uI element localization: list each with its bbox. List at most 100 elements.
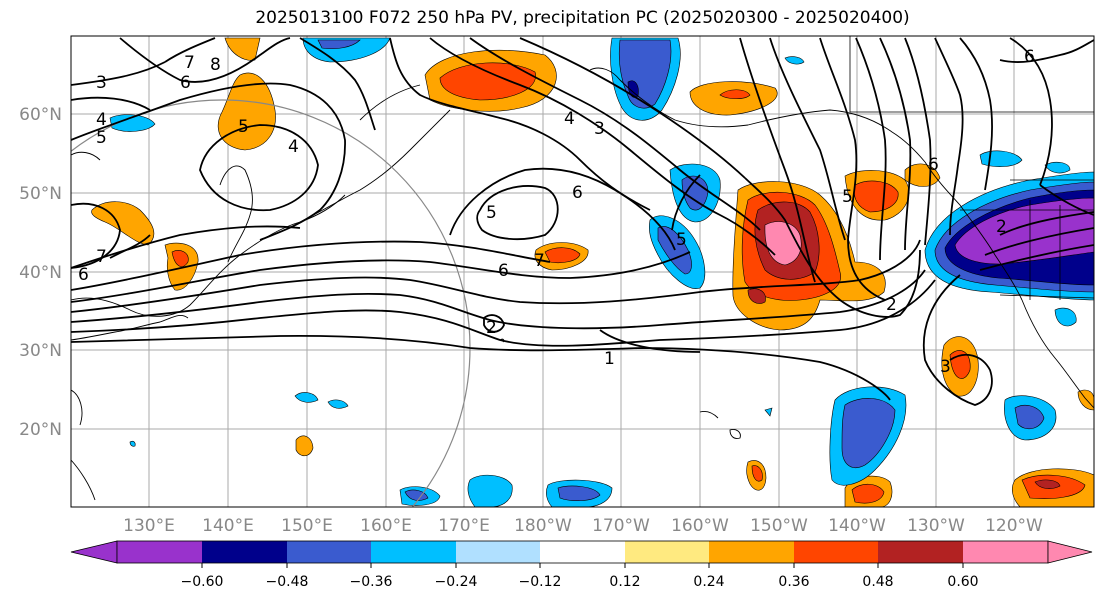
precip-blob-negative xyxy=(1044,161,1071,174)
precip-blob-positive xyxy=(439,62,536,101)
precip-blob-negative xyxy=(294,392,319,403)
contour-label: 5 xyxy=(842,187,853,207)
precip-blob-positive xyxy=(1077,389,1094,411)
colorbar-high-extension xyxy=(1047,540,1093,564)
colorbar-tick-label: −0.12 xyxy=(519,574,562,590)
latitude-labels: 60°N 50°N 40°N 30°N 20°N xyxy=(19,105,62,440)
precip-blob-positive xyxy=(224,37,261,61)
contour-label: 3 xyxy=(96,73,107,93)
precip-blob-negative xyxy=(657,226,692,275)
map-title: 2025013100 F072 250 hPa PV, precipitatio… xyxy=(255,8,910,28)
precip-blob-positive xyxy=(751,465,763,482)
contour-label: 2 xyxy=(886,295,897,315)
precip-blob-negative xyxy=(109,114,156,132)
contour-label: 4 xyxy=(96,110,107,130)
precip-blob-positive xyxy=(91,201,155,246)
precip-blob-positive xyxy=(544,247,581,264)
colorbar-tick-label: 0.12 xyxy=(609,574,640,590)
contour-label: 5 xyxy=(96,128,107,148)
map-panel: 3 4 5 6 7 8 5 4 7 6 5 6 6 7 4 3 5 5 6 2 … xyxy=(71,36,1094,507)
contour-label: 5 xyxy=(238,117,249,137)
colorbar-bin xyxy=(371,541,456,563)
contour-label: 8 xyxy=(210,55,221,75)
colorbar-bin xyxy=(202,541,287,563)
coastlines xyxy=(71,67,1094,501)
precip-blob-positive xyxy=(851,483,885,504)
gridlines xyxy=(71,36,1094,507)
contour-label: 5 xyxy=(486,203,497,223)
contour-label: 2 xyxy=(486,318,497,338)
precip-blob-negative xyxy=(841,398,896,468)
contour-label: 6 xyxy=(928,155,939,175)
pv-contours xyxy=(71,37,1094,406)
lat-label: 50°N xyxy=(19,184,62,204)
contour-labels: 3 4 5 6 7 8 5 4 7 6 5 6 6 7 4 3 5 5 6 2 … xyxy=(78,47,1035,377)
colorbar-tick-labels: −0.60 −0.48 −0.36 −0.24 −0.12 0.12 0.24 … xyxy=(181,574,979,590)
lon-label: 160°E xyxy=(360,516,412,536)
contour-label: 4 xyxy=(564,109,575,129)
colorbar-tick-label: 0.24 xyxy=(693,574,724,590)
precip-blob-negative xyxy=(129,440,136,447)
precip-blob-negative xyxy=(764,407,773,417)
precip-blob-negative xyxy=(1014,405,1045,430)
colorbar-tick-label: 0.48 xyxy=(862,574,893,590)
contour-label: 4 xyxy=(288,137,299,157)
colorbar-tick-label: −0.48 xyxy=(266,574,309,590)
colorbar-bin xyxy=(117,541,202,563)
colorbar: −0.60 −0.48 −0.36 −0.24 −0.12 0.12 0.24 … xyxy=(70,540,1093,590)
contour-label: 6 xyxy=(180,73,191,93)
colorbar-bin xyxy=(878,541,963,563)
lon-label: 130°E xyxy=(123,516,175,536)
precip-blob-negative xyxy=(784,56,805,65)
precip-blob-positive xyxy=(853,180,899,213)
precip-blob-negative xyxy=(557,485,601,501)
contour-label: 5 xyxy=(676,230,687,250)
lat-label: 30°N xyxy=(19,341,62,361)
lon-label: 170°W xyxy=(592,516,650,536)
lon-label: 120°W xyxy=(985,516,1043,536)
contour-label: 7 xyxy=(96,247,107,267)
lat-label: 20°N xyxy=(19,420,62,440)
colorbar-bin xyxy=(963,541,1048,563)
lon-label: 150°E xyxy=(281,516,333,536)
map-frame xyxy=(70,35,1095,508)
contour-label: 7 xyxy=(184,53,195,73)
lon-label: 180°W xyxy=(514,516,572,536)
lon-label: 140°W xyxy=(828,516,886,536)
colorbar-tick-label: −0.36 xyxy=(350,574,393,590)
lon-label: 150°W xyxy=(750,516,808,536)
colorbar-bin xyxy=(794,541,878,563)
precip-blob-positive xyxy=(295,435,314,457)
precip-blob-positive xyxy=(719,89,751,100)
contour-label: 6 xyxy=(498,261,509,281)
colorbar-tick-label: 0.60 xyxy=(947,574,978,590)
lon-label: 140°E xyxy=(202,516,254,536)
colorbar-tick-label: −0.24 xyxy=(435,574,478,590)
contour-label: 2 xyxy=(996,217,1007,237)
contour-label: 3 xyxy=(594,119,605,139)
lat-label: 60°N xyxy=(19,105,62,125)
precip-blob-negative xyxy=(327,399,349,409)
precip-blob-positive xyxy=(1034,479,1061,489)
colorbar-bin xyxy=(709,541,794,563)
contour-label: 3 xyxy=(940,357,951,377)
lon-label: 170°E xyxy=(438,516,490,536)
precip-blob-negative xyxy=(954,197,1094,265)
borders xyxy=(849,36,1094,300)
precip-blob-positive xyxy=(747,288,766,304)
lon-label: 160°W xyxy=(671,516,729,536)
lat-label: 40°N xyxy=(19,263,62,283)
colorbar-tick-label: −0.60 xyxy=(181,574,224,590)
colorbar-bin xyxy=(540,541,625,563)
colorbar-bin xyxy=(287,541,371,563)
lon-label: 130°W xyxy=(907,516,965,536)
contour-label: 6 xyxy=(78,265,89,285)
precip-blob-negative xyxy=(467,474,513,507)
precip-blob-negative xyxy=(1054,307,1077,327)
precip-blob-positive xyxy=(171,250,189,267)
colorbar-bin xyxy=(625,541,709,563)
contour-label: 1 xyxy=(604,349,615,369)
precip-blob-negative xyxy=(404,489,429,501)
contour-label: 6 xyxy=(1024,47,1035,67)
